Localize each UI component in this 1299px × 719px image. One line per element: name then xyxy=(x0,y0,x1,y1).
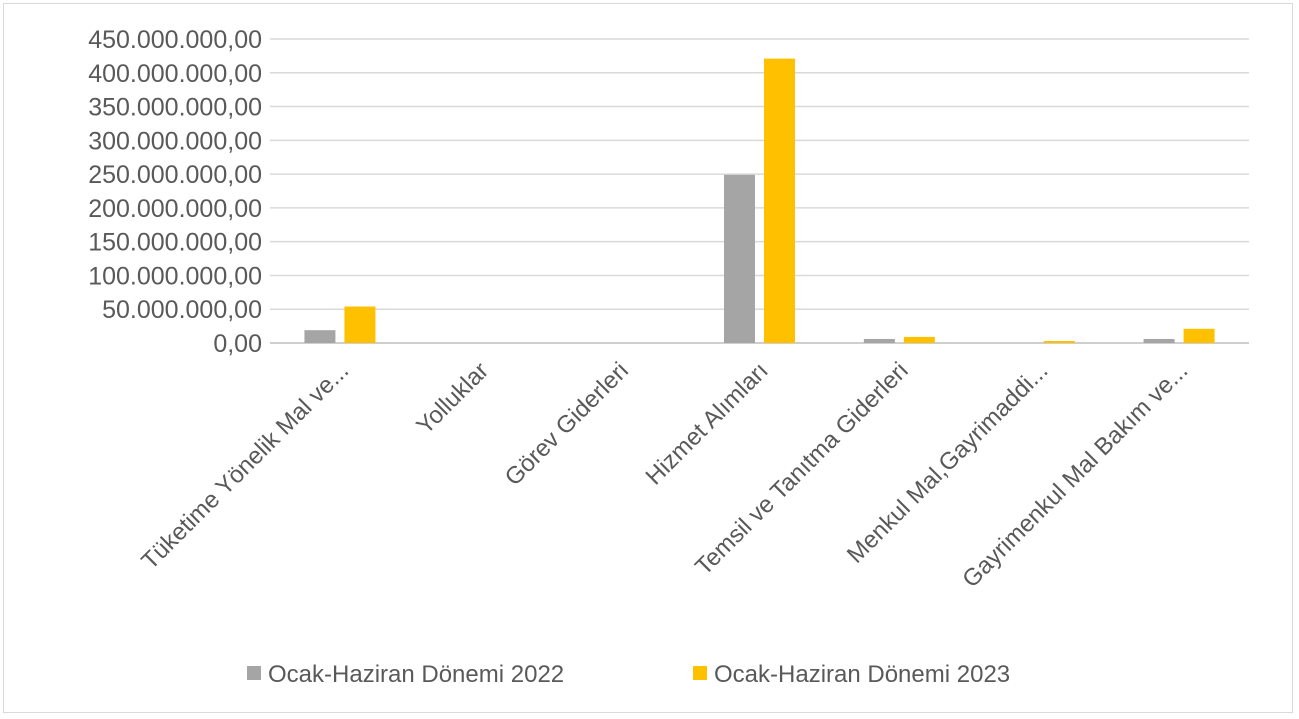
category-label: Görev Giderleri xyxy=(500,357,634,491)
y-tick-label: 50.000.000,00 xyxy=(102,296,262,324)
y-tick-label: 200.000.000,00 xyxy=(88,195,262,223)
bar-2023 xyxy=(764,58,795,343)
bar-2022 xyxy=(1143,338,1175,343)
category-label: Tüketime Yönelik Mal ve... xyxy=(136,357,354,575)
bar-2023 xyxy=(903,336,935,343)
y-tick-label: 150.000.000,00 xyxy=(88,229,262,257)
y-tick-label: 0,00 xyxy=(213,330,262,358)
category-label: Hizmet Alımları xyxy=(641,357,774,490)
legend-swatch xyxy=(247,666,261,680)
bar-2023 xyxy=(1183,328,1215,343)
bar-2023 xyxy=(1043,340,1075,343)
y-tick-label: 300.000.000,00 xyxy=(88,127,262,155)
bar-2022 xyxy=(863,338,895,343)
y-tick-label: 350.000.000,00 xyxy=(88,94,262,122)
category-label: Gayrimenkul Mal Bakım ve... xyxy=(957,357,1193,593)
category-label: Yolluklar xyxy=(411,357,494,440)
bar-2022 xyxy=(304,330,336,343)
y-tick-label: 100.000.000,00 xyxy=(88,262,262,290)
chart-frame xyxy=(3,3,1293,713)
y-tick-label: 450.000.000,00 xyxy=(88,26,262,54)
y-tick-label: 250.000.000,00 xyxy=(88,161,262,189)
legend-swatch xyxy=(693,666,707,680)
y-tick-label: 400.000.000,00 xyxy=(88,60,262,88)
bar-2023 xyxy=(344,306,376,343)
legend-label: Ocak-Haziran Dönemi 2022 xyxy=(268,661,564,688)
legend-label: Ocak-Haziran Dönemi 2023 xyxy=(714,661,1010,688)
bar-2022 xyxy=(724,174,755,343)
